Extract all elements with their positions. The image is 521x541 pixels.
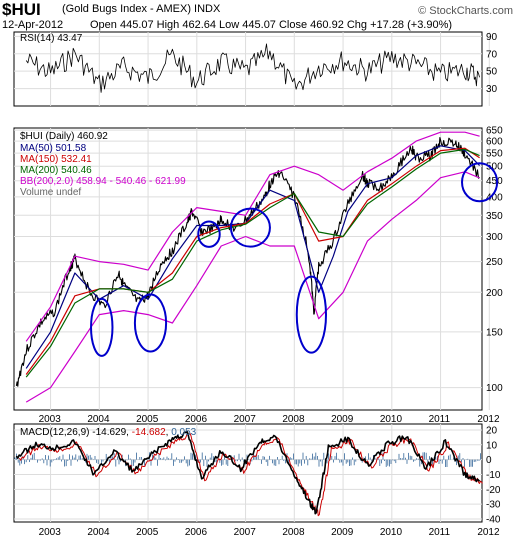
annotation-ellipse (295, 275, 327, 354)
legend-volume: Volume undef (20, 187, 82, 198)
ma50-line (25, 145, 481, 369)
macd-x-tick-2011: 2011 (429, 527, 451, 538)
macd-legend: MACD(12,26,9) -14.629, -14.682, 0.053 (20, 427, 197, 438)
annotation-ellipse (229, 207, 271, 248)
ma200-line (25, 148, 480, 378)
macd-signal-line (18, 433, 483, 517)
price-x-tick-2006: 2006 (185, 414, 208, 425)
rsi-series-line (25, 43, 480, 93)
price-tick-label: 500 (486, 162, 503, 173)
price-tick-label: 250 (486, 257, 503, 268)
macd-legend-value: -14.629 (92, 427, 127, 438)
price-tick-label: 650 (486, 126, 503, 137)
price-legend-title: $HUI (Daily) 460.92 (20, 131, 108, 142)
price-x-tick-2003: 2003 (39, 414, 62, 425)
macd-x-tick-2007: 2007 (234, 527, 257, 538)
price-x-tick-2007: 2007 (234, 414, 257, 425)
stockcharts-logo[interactable]: © StockCharts.com (418, 5, 513, 17)
macd-tick-label: 10 (486, 440, 498, 451)
macd-signal-value: -14.682 (131, 427, 166, 438)
macd-tick-label: -20 (486, 485, 501, 496)
macd-hist-value: 0.053 (171, 427, 197, 438)
annotation-ellipse (461, 162, 499, 203)
macd-x-tick-2003: 2003 (39, 527, 62, 538)
price-x-tick-2010: 2010 (380, 414, 403, 425)
price-x-tick-2008: 2008 (282, 414, 305, 425)
macd-legend-prefix: MACD(12,26,9) (20, 427, 90, 438)
macd-tick-label: 0 (486, 455, 492, 466)
annotation-ellipse (133, 293, 168, 353)
macd-x-tick-2006: 2006 (185, 527, 208, 538)
price-series-line (15, 136, 480, 387)
price-tick-label: 150 (486, 327, 503, 338)
macd-line (15, 430, 481, 515)
macd-tick-label: -40 (486, 515, 501, 526)
macd-x-tick-2010: 2010 (380, 527, 403, 538)
bb-lower-line (25, 171, 480, 403)
price-tick-label: 200 (486, 288, 503, 299)
legend-ma150: MA(150) 532.41 (20, 154, 92, 165)
price-x-tick-2011: 2011 (429, 414, 451, 425)
annotation-ellipse (90, 297, 114, 357)
price-x-tick-2012: 2012 (477, 414, 500, 425)
price-tick-label: 400 (486, 192, 503, 203)
price-x-tick-2005: 2005 (136, 414, 159, 425)
macd-x-tick-2009: 2009 (331, 527, 354, 538)
macd-x-tick-2012: 2012 (477, 527, 500, 538)
macd-tick-label: -10 (486, 470, 501, 481)
price-tick-label: 300 (486, 232, 503, 243)
annotation-ellipse (197, 220, 221, 248)
macd-x-tick-2005: 2005 (136, 527, 159, 538)
price-tick-label: 350 (486, 211, 503, 222)
rsi-legend: RSI(14) 43.47 (20, 33, 83, 44)
price-tick-label: 450 (486, 176, 503, 187)
macd-x-tick-2008: 2008 (282, 527, 305, 538)
rsi-tick-label: 30 (486, 84, 498, 95)
chart-ohlc: Open 445.07 High 462.64 Low 445.07 Close… (90, 19, 453, 31)
price-x-tick-2009: 2009 (331, 414, 354, 425)
macd-tick-label: 20 (486, 425, 498, 436)
rsi-tick-label: 70 (486, 49, 498, 60)
price-tick-label: 600 (486, 137, 503, 148)
rsi-tick-label: 50 (486, 67, 498, 78)
price-x-tick-2004: 2004 (87, 414, 110, 425)
macd-tick-label: -30 (486, 500, 501, 511)
chart-index-name: (Gold Bugs Index - AMEX) INDX (62, 3, 221, 15)
legend-ma50: MA(50) 501.58 (20, 143, 87, 154)
chart-symbol: $HUI (2, 0, 41, 19)
price-tick-label: 550 (486, 149, 503, 160)
macd-x-tick-2004: 2004 (87, 527, 110, 538)
macd-panel (13, 423, 483, 523)
legend-bb: BB(200,2.0) 458.94 - 540.46 - 621.99 (20, 176, 186, 187)
price-tick-label: 100 (486, 383, 503, 394)
bb-upper-line (25, 131, 480, 342)
rsi-tick-label: 90 (486, 32, 498, 43)
chart-date: 12-Apr-2012 (2, 19, 64, 31)
legend-ma200: MA(200) 540.46 (20, 165, 92, 176)
